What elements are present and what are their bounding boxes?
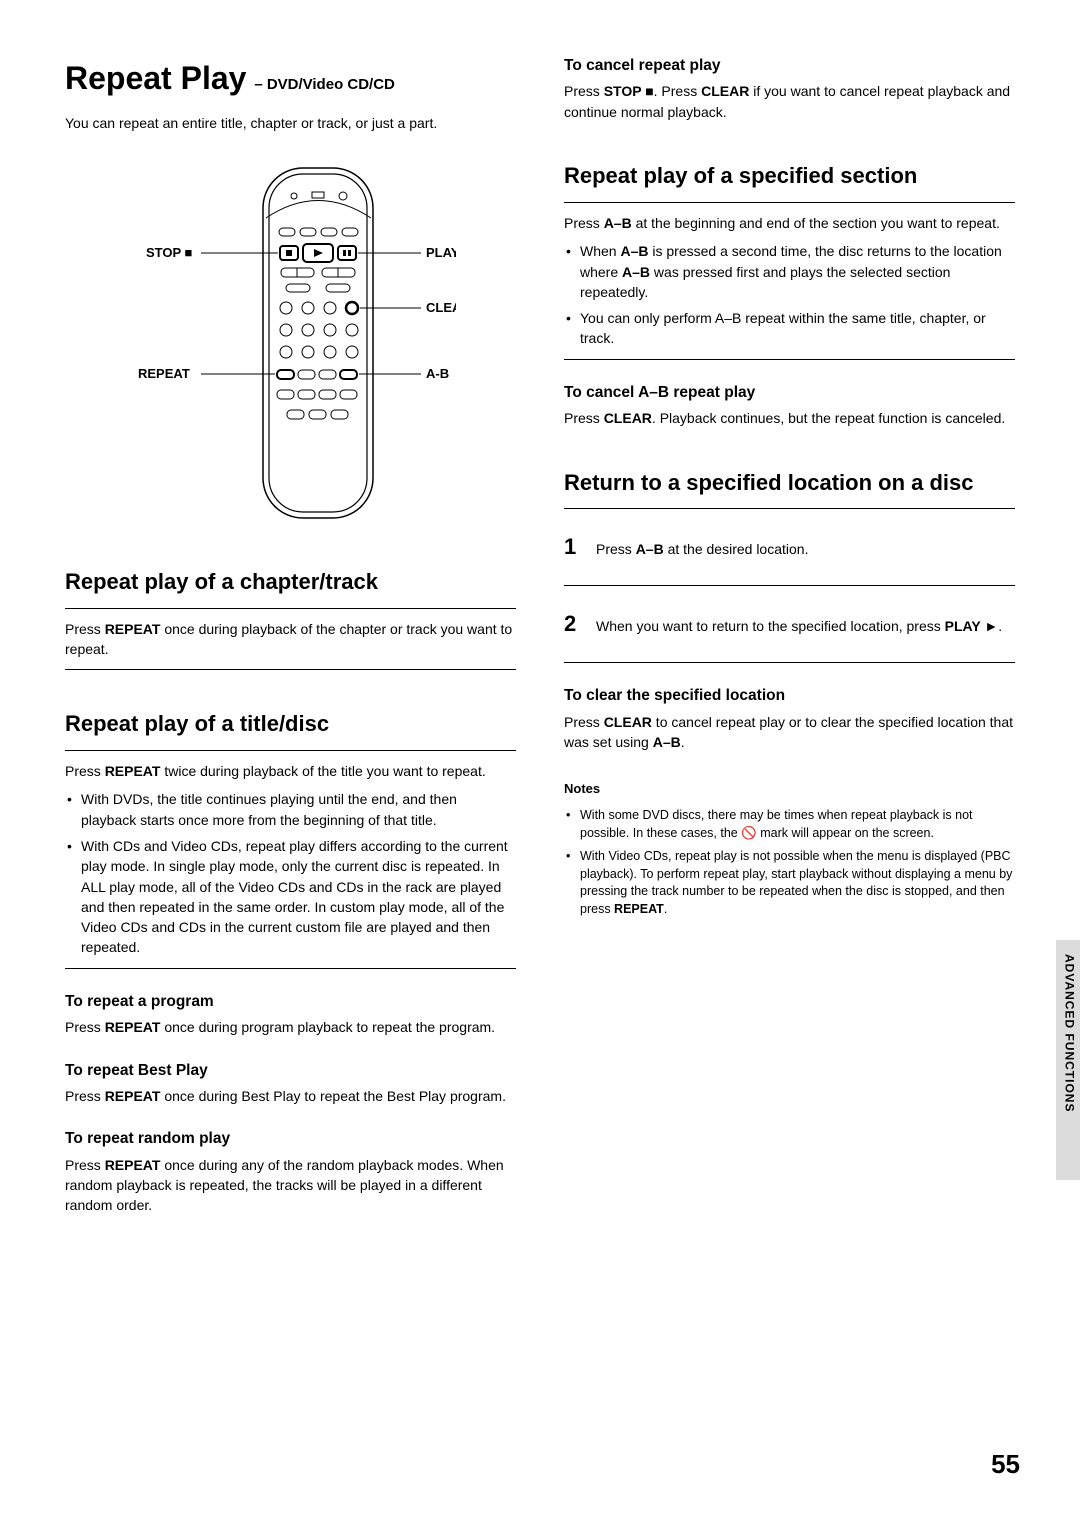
rule <box>65 750 516 751</box>
notes-heading: Notes <box>564 780 1015 799</box>
bullet-list: With DVDs, the title continues playing u… <box>65 789 516 957</box>
title-subtitle: – DVD/Video CD/CD <box>254 76 395 93</box>
list-item: You can only perform A–B repeat within t… <box>564 308 1015 349</box>
list-item: With DVDs, the title continues playing u… <box>65 789 516 830</box>
rule <box>564 662 1015 663</box>
list-item: When A–B is pressed a second time, the d… <box>564 241 1015 302</box>
step-text: Press A–B at the desired location. <box>596 539 1015 559</box>
notes-block: With some DVD discs, there may be times … <box>564 807 1015 918</box>
para: Press REPEAT once during playback of the… <box>65 619 516 660</box>
page-title: Repeat Play <box>65 60 246 96</box>
heading-repeat-title: Repeat play of a title/disc <box>65 708 516 740</box>
rule <box>65 968 516 969</box>
remote-diagram: STOP ■ PLAY ► CLEAR REPEAT A-B <box>65 158 516 528</box>
step-number: 2 <box>564 608 582 640</box>
heading-repeat-chapter: Repeat play of a chapter/track <box>65 566 516 598</box>
numbered-steps: 1 Press A–B at the desired location. 2 W… <box>564 519 1015 652</box>
subheading-cancel-repeat: To cancel repeat play <box>564 55 1015 77</box>
list-item: With CDs and Video CDs, repeat play diff… <box>65 836 516 958</box>
remote-svg: STOP ■ PLAY ► CLEAR REPEAT A-B <box>126 158 456 528</box>
subheading-clear-location: To clear the specified location <box>564 685 1015 707</box>
subheading-repeat-best: To repeat Best Play <box>65 1060 516 1082</box>
heading-repeat-section: Repeat play of a specified section <box>564 160 1015 192</box>
label-clear: CLEAR <box>426 300 456 315</box>
step-number: 1 <box>564 531 582 563</box>
step-row: 1 Press A–B at the desired location. <box>564 519 1015 575</box>
list-item: With Video CDs, repeat play is not possi… <box>564 848 1015 918</box>
heading-return-location: Return to a specified location on a disc <box>564 467 1015 499</box>
rule <box>564 508 1015 509</box>
subheading-repeat-random: To repeat random play <box>65 1128 516 1150</box>
para: Press REPEAT once during any of the rand… <box>65 1155 516 1216</box>
label-ab: A-B <box>426 366 449 381</box>
label-repeat: REPEAT <box>138 366 190 381</box>
intro-text: You can repeat an entire title, chapter … <box>65 113 516 133</box>
two-column-layout: Repeat Play – DVD/Video CD/CD You can re… <box>65 55 1015 1220</box>
title-row: Repeat Play – DVD/Video CD/CD <box>65 55 516 101</box>
subheading-cancel-ab: To cancel A–B repeat play <box>564 382 1015 404</box>
para: Press CLEAR to cancel repeat play or to … <box>564 712 1015 753</box>
right-column: To cancel repeat play Press STOP ■. Pres… <box>564 55 1015 1220</box>
rule <box>564 202 1015 203</box>
step-row: 2 When you want to return to the specifi… <box>564 596 1015 652</box>
step-text: When you want to return to the specified… <box>596 616 1015 636</box>
page-number: 55 <box>991 1446 1020 1484</box>
para: Press REPEAT twice during playback of th… <box>65 761 516 781</box>
para: Press REPEAT once during Best Play to re… <box>65 1086 516 1106</box>
para: Press A–B at the beginning and end of th… <box>564 213 1015 233</box>
para: Press REPEAT once during program playbac… <box>65 1017 516 1037</box>
list-item: With some DVD discs, there may be times … <box>564 807 1015 842</box>
subheading-repeat-program: To repeat a program <box>65 991 516 1013</box>
para: Press STOP ■. Press CLEAR if you want to… <box>564 81 1015 122</box>
para: Press CLEAR. Playback continues, but the… <box>564 408 1015 428</box>
bullet-list: When A–B is pressed a second time, the d… <box>564 241 1015 348</box>
label-stop: STOP ■ <box>146 245 193 260</box>
notes-list: With some DVD discs, there may be times … <box>564 807 1015 918</box>
rule <box>65 608 516 609</box>
side-tab-label: ADVANCED FUNCTIONS <box>1060 954 1077 1112</box>
rule <box>564 585 1015 586</box>
side-tab: ADVANCED FUNCTIONS <box>1056 940 1080 1180</box>
label-play: PLAY ► <box>426 245 456 260</box>
rule <box>65 669 516 670</box>
rule <box>564 359 1015 360</box>
left-column: Repeat Play – DVD/Video CD/CD You can re… <box>65 55 516 1220</box>
